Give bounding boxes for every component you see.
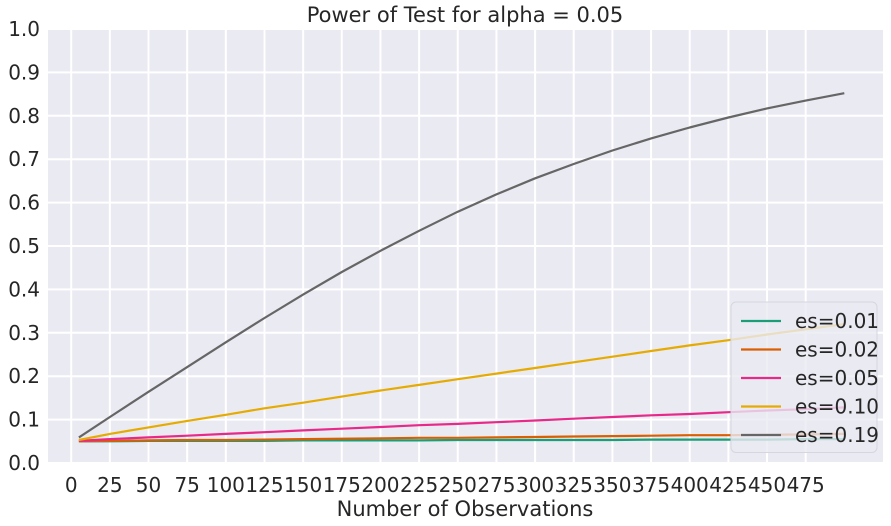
y-tick-label: 0.0 [8, 451, 40, 475]
x-tick-label: 350 [593, 473, 631, 497]
x-tick-label: 0 [65, 473, 78, 497]
x-tick-label: 100 [207, 473, 245, 497]
y-tick-label: 0.2 [8, 364, 40, 388]
x-tick-label: 325 [555, 473, 593, 497]
x-tick-label: 400 [671, 473, 709, 497]
x-tick-label: 125 [245, 473, 283, 497]
series-line-es=0.19 [78, 92, 845, 439]
y-tick-label: 0.4 [8, 277, 40, 301]
legend-label: es=0.01 [795, 309, 879, 333]
y-tick-label: 0.5 [8, 234, 40, 258]
series-line-es=0.10 [78, 323, 845, 442]
x-tick-label: 225 [400, 473, 438, 497]
x-tick-label: 25 [97, 473, 122, 497]
legend-label: es=0.10 [795, 395, 879, 419]
x-tick-label: 250 [439, 473, 477, 497]
legend-label: es=0.19 [795, 423, 879, 447]
x-tick-label: 450 [748, 473, 786, 497]
y-tick-label: 0.9 [8, 60, 40, 84]
x-tick-label: 425 [709, 473, 747, 497]
series-line-es=0.05 [78, 406, 845, 442]
x-tick-label: 200 [361, 473, 399, 497]
x-tick-label: 175 [323, 473, 361, 497]
legend: es=0.01 es=0.02 es=0.05 es=0.10 es=0.19 [730, 301, 879, 453]
series-line-es=0.02 [78, 432, 845, 443]
x-tick-label: 50 [136, 473, 161, 497]
y-tick-label: 0.7 [8, 147, 40, 171]
y-tick-label: 0.6 [8, 191, 40, 215]
x-tick-labels: 0 25 50 75 100 125 150 175 200 225 250 275 300 325 350… [65, 473, 825, 497]
y-tick-label: 0.3 [8, 321, 40, 345]
chart-title: Power of Test for alpha = 0.05 [307, 3, 624, 27]
x-tick-label: 375 [632, 473, 670, 497]
legend-box [730, 301, 878, 453]
y-tick-label: 1.0 [8, 17, 40, 41]
y-tick-label: 0.8 [8, 104, 40, 128]
legend-label: es=0.05 [795, 366, 879, 390]
x-tick-label: 150 [284, 473, 322, 497]
x-tick-label: 475 [787, 473, 825, 497]
x-tick-label: 75 [174, 473, 199, 497]
x-axis-title: Number of Observations [337, 497, 594, 521]
series-lines [78, 92, 845, 443]
y-tick-label: 0.1 [8, 408, 40, 432]
x-tick-label: 275 [477, 473, 515, 497]
x-tick-label: 300 [516, 473, 554, 497]
y-tick-labels: 0.0 0.1 0.2 0.3 0.4 0.5 0.6 0.7 0.8 0.9 1.0 [8, 17, 40, 475]
legend-label: es=0.02 [795, 338, 879, 362]
